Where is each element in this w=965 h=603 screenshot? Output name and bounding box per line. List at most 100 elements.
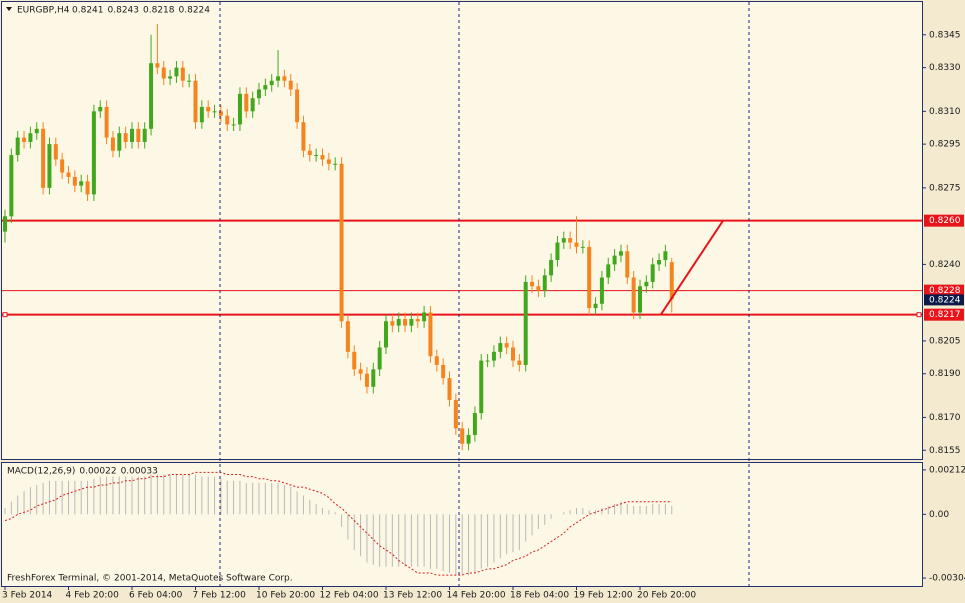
level-label: 0.8217 — [929, 310, 961, 320]
candle-body — [161, 67, 166, 79]
candle-body — [301, 122, 306, 151]
candle-body — [644, 281, 649, 287]
candle-body — [549, 260, 554, 276]
candle-body — [149, 63, 154, 129]
price-panel — [1, 1, 923, 460]
candle-body — [517, 360, 522, 365]
x-tick-label: 3 Feb 2014 — [2, 591, 53, 601]
candle-body — [498, 343, 503, 352]
candle-body — [530, 281, 535, 287]
candle-body — [574, 242, 579, 247]
candle-body — [339, 163, 344, 322]
candle-body — [422, 312, 427, 322]
plot-layer — [2, 23, 922, 576]
candle-body — [98, 106, 103, 112]
y-tick-label: 0.8310 — [929, 107, 961, 117]
candle-body — [47, 144, 52, 188]
candle-body — [618, 251, 623, 256]
candle-body — [403, 319, 408, 326]
candle-body — [523, 281, 528, 365]
candle-body — [72, 176, 77, 186]
candle-body — [155, 63, 160, 68]
candle-body — [244, 93, 249, 112]
candle-body — [79, 181, 84, 186]
y-tick-label: 0.8275 — [929, 183, 961, 193]
candle-body — [396, 319, 401, 326]
candle-body — [237, 93, 242, 125]
candle-body — [307, 150, 312, 156]
candle-body — [193, 80, 198, 123]
x-tick-label: 18 Feb 04:00 — [510, 591, 569, 601]
candle-body — [206, 106, 211, 112]
candle-body — [606, 264, 611, 278]
candle-body — [384, 321, 388, 348]
level-label-bg — [924, 214, 964, 227]
candle-body — [320, 155, 325, 160]
candle-body — [123, 133, 128, 142]
candle-body — [15, 137, 20, 156]
ohlc-value: 0.8243 — [108, 6, 140, 16]
candle-body — [326, 159, 331, 164]
candle-body — [117, 133, 122, 151]
candle-body — [542, 275, 547, 291]
x-tick-label: 10 Feb 20:00 — [256, 591, 315, 601]
candle-body — [415, 319, 420, 322]
candle-body — [625, 251, 630, 278]
candle-body — [91, 111, 96, 195]
ask-label-bg — [924, 284, 964, 296]
candle-body — [142, 128, 147, 142]
x-tick-label: 6 Feb 04:00 — [129, 591, 183, 601]
candle-body — [352, 351, 357, 370]
candle-body — [358, 369, 363, 374]
x-tick-label: 19 Feb 12:00 — [574, 591, 633, 601]
candle-body — [593, 303, 598, 309]
candle-body — [110, 137, 115, 151]
candle-body — [314, 155, 319, 157]
candle-body — [104, 106, 109, 138]
candle-body — [231, 124, 236, 126]
menu-arrow[interactable] — [6, 7, 12, 11]
candle-body — [269, 80, 274, 86]
candle-body — [130, 128, 134, 142]
ohlc-value: 0.8241 — [72, 6, 104, 16]
candle-body — [66, 172, 71, 177]
candle-body — [650, 264, 655, 282]
candle-body — [53, 144, 58, 160]
y-tick-label: 0.8190 — [929, 369, 961, 379]
candle-body — [34, 128, 39, 134]
candle-body — [409, 319, 414, 326]
level-marker — [916, 312, 922, 318]
y-tick-label: 0.8155 — [929, 446, 961, 456]
ask-label: 0.8228 — [929, 286, 961, 296]
y-tick-label: 0.8240 — [929, 260, 961, 270]
x-tick-label: 4 Feb 20:00 — [66, 591, 120, 601]
candle-body — [85, 181, 90, 195]
candle-body — [22, 137, 27, 142]
candle-body — [187, 80, 192, 82]
ohlc-value: 0.8224 — [179, 6, 211, 16]
candle-body — [282, 76, 287, 81]
level-marker — [2, 312, 8, 318]
candle-body — [511, 347, 515, 361]
y-tick-label: 0.8330 — [929, 63, 961, 73]
candle-body — [390, 321, 395, 326]
candle-body — [212, 111, 217, 113]
footer: FreshForex Terminal, © 2001-2014, MetaQu… — [7, 574, 293, 584]
candle-body — [504, 343, 509, 348]
candle-body — [371, 369, 376, 387]
candle-body — [441, 364, 446, 379]
candle-body — [491, 351, 496, 361]
candle-body — [555, 242, 560, 261]
macd-value: 0.00033 — [121, 467, 158, 477]
macd-label: MACD(12,26,9) — [7, 467, 75, 477]
y-tick-label: 0.8170 — [929, 413, 961, 423]
chart-title: EURGBP,H4 — [17, 6, 70, 16]
candle-body — [599, 277, 604, 304]
bid-label: 0.8224 — [929, 295, 961, 305]
candle-body — [60, 159, 65, 173]
candle-body — [136, 128, 141, 142]
x-tick-label: 12 Feb 04:00 — [320, 591, 379, 601]
candle-body — [263, 85, 268, 90]
candle-body — [276, 76, 281, 81]
